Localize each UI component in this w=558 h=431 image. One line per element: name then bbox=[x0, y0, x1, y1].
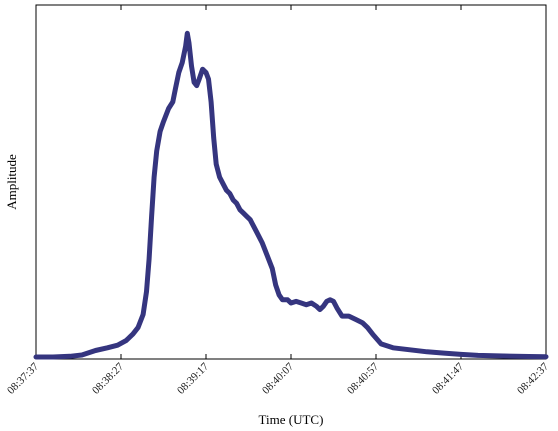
x-tick-label: 08:38:27 bbox=[90, 360, 126, 396]
x-tick-label: 08:40:07 bbox=[260, 360, 296, 396]
x-tick-label: 08:42:37 bbox=[515, 360, 551, 396]
x-tick-label: 08:40:57 bbox=[345, 360, 381, 396]
x-ticks bbox=[35, 5, 547, 359]
amplitude-series-line bbox=[33, 30, 549, 360]
x-tick-label: 08:37:37 bbox=[5, 360, 41, 396]
y-axis-label: Amplitude bbox=[4, 154, 19, 210]
x-tick-labels: 08:37:37 08:38:27 08:39:17 08:40:07 08:40:57… bbox=[5, 360, 551, 396]
x-axis-label: Time (UTC) bbox=[259, 412, 324, 427]
x-tick-label: 08:41:47 bbox=[430, 360, 466, 396]
x-tick-label: 08:39:17 bbox=[175, 360, 211, 396]
plot-frame bbox=[35, 4, 547, 360]
